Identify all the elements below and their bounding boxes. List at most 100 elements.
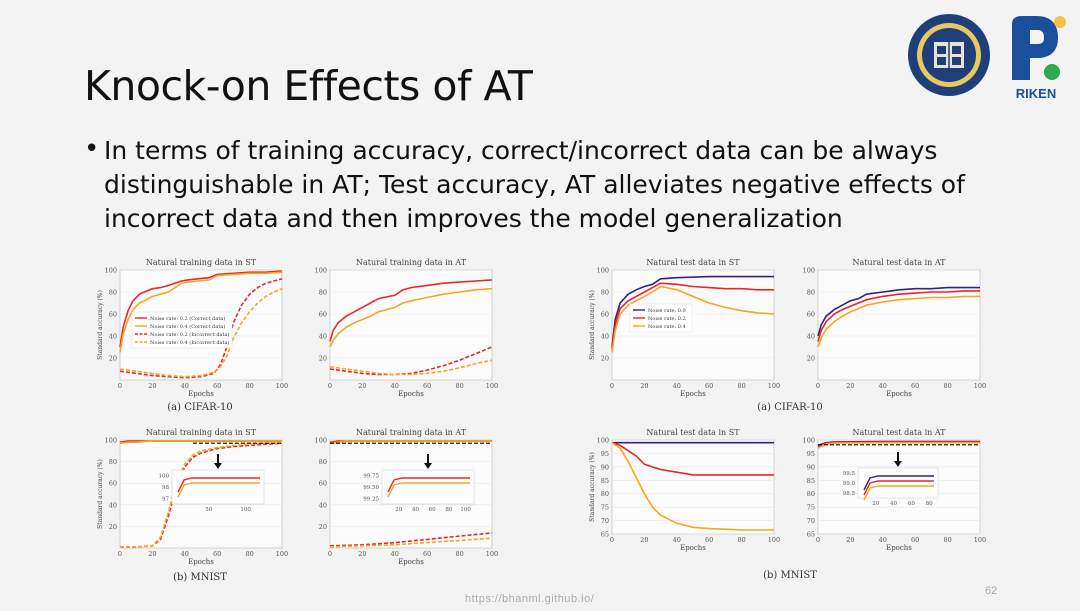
y-tick-label: 40 (109, 333, 117, 341)
chart-title: Natural training data in ST (146, 258, 257, 267)
arrow-head-icon (424, 463, 432, 469)
inset-series-line (177, 482, 260, 498)
inset-x-tick: 20 (872, 501, 879, 507)
y-tick-label: 40 (319, 333, 327, 341)
y-tick-label: 65 (807, 531, 815, 539)
chart-title: Natural training data in AT (356, 428, 467, 437)
inset-series-line (863, 475, 934, 491)
y-tick-label: 20 (319, 523, 327, 531)
series-line (329, 346, 493, 376)
series-line (611, 282, 774, 350)
y-tick-label: 100 (803, 437, 815, 445)
chart-c1: 20 40 60 80 100 0 20 40 60 80 100 Natural training … (97, 258, 288, 398)
bullet-dot-icon: • (84, 134, 100, 164)
inset-series-line (387, 477, 470, 493)
x-tick-label: 0 (610, 536, 614, 544)
series-line (329, 440, 492, 444)
y-tick-label: 40 (319, 501, 327, 509)
series-line (119, 270, 283, 348)
y-tick-label: 60 (109, 311, 117, 319)
x-tick-label: 100 (276, 382, 288, 390)
y-tick-label: 60 (601, 311, 609, 319)
y-tick-label: 95 (807, 450, 815, 458)
x-tick-label: 60 (705, 382, 713, 390)
x-tick-label: 100 (768, 536, 780, 544)
legend: Noise rate: 0.2 (Correct data)Noise rate… (131, 311, 233, 349)
x-tick-label: 40 (181, 550, 189, 558)
y-tick-label: 65 (601, 531, 609, 539)
series-line (611, 441, 774, 476)
chart-title: Natural test data in AT (853, 428, 947, 437)
y-tick-label: 60 (109, 480, 117, 488)
y-tick-label: 100 (105, 437, 117, 445)
series-line (329, 287, 493, 348)
y-tick-label: 100 (315, 267, 327, 275)
inset-x-tick: 20 (395, 507, 402, 513)
x-tick-label: 40 (879, 536, 887, 544)
y-tick-label: 60 (319, 480, 327, 488)
y-tick-label: 100 (315, 437, 327, 445)
series-line (329, 279, 493, 342)
inset-plot: 99.25 99.50 99.75 20 40 60 80 100 (363, 454, 475, 513)
plot-frame (817, 269, 981, 381)
inset-series-line (863, 480, 934, 496)
chart-title: Natural test data in ST (646, 428, 740, 437)
x-tick-label: 80 (737, 536, 745, 544)
series-line (817, 290, 980, 342)
inset-y-tick: 100 (159, 474, 170, 480)
footer-url: https://bhanml.github.io/ (465, 593, 595, 605)
y-tick-label: 100 (597, 267, 609, 275)
x-tick-label: 60 (213, 550, 221, 558)
x-tick-label: 80 (737, 382, 745, 390)
y-tick-label: 70 (807, 517, 815, 525)
chart-c8: 65 70 75 80 85 90 95 100 0 20 40 60 80 100 Natural tes… (803, 428, 987, 552)
x-tick-label: 60 (423, 550, 431, 558)
y-tick-label: 75 (807, 504, 815, 512)
x-tick-label: 40 (181, 382, 189, 390)
series-line (817, 441, 980, 449)
x-tick-label: 100 (768, 382, 780, 390)
x-tick-label: 20 (846, 382, 854, 390)
x-axis-label: Epochs (398, 558, 424, 566)
inset-y-tick: 99.0 (843, 481, 856, 487)
x-axis-label: Epochs (680, 544, 706, 552)
x-axis-label: Epochs (398, 390, 424, 398)
y-tick-label: 20 (109, 355, 117, 363)
x-tick-label: 80 (245, 550, 253, 558)
x-tick-label: 60 (911, 382, 919, 390)
x-tick-label: 40 (673, 536, 681, 544)
series-line (611, 285, 775, 353)
series-line (119, 278, 283, 379)
x-tick-label: 20 (358, 382, 366, 390)
inset-y-tick: 99.50 (363, 485, 379, 491)
chart-c7: 65 70 75 80 85 90 95 100 0 20 40 60 80 100 Natural tes… (589, 428, 780, 552)
x-tick-label: 20 (640, 382, 648, 390)
x-tick-label: 20 (148, 550, 156, 558)
y-tick-label: 80 (807, 289, 815, 297)
y-tick-label: 20 (601, 355, 609, 363)
university-seal-logo (906, 12, 992, 98)
series-line (120, 442, 282, 548)
y-tick-label: 20 (807, 355, 815, 363)
y-tick-label: 40 (109, 501, 117, 509)
x-tick-label: 80 (455, 382, 463, 390)
x-axis-label: Epochs (886, 544, 912, 552)
riken-label: RIKEN (1016, 86, 1056, 101)
series-line (329, 537, 493, 548)
plot-frame (329, 269, 493, 381)
caption-b-left: (b) MNIST (173, 572, 227, 583)
y-tick-label: 95 (601, 450, 609, 458)
plot-frame (611, 439, 775, 535)
legend: Noise rate: 0.0 Noise rate: 0.2 Noise rate… (629, 303, 693, 333)
series-line (119, 271, 283, 353)
y-tick-label: 80 (601, 289, 609, 297)
y-axis-label: Standard accuracy (%) (97, 459, 104, 529)
inset-series-line (177, 477, 260, 493)
inset-series-line (387, 482, 470, 498)
legend-label: Noise rate: 0.2 (Correct data) (150, 315, 225, 322)
y-tick-label: 60 (807, 311, 815, 319)
x-tick-label: 0 (328, 550, 332, 558)
y-tick-label: 90 (601, 463, 609, 471)
y-tick-label: 20 (319, 355, 327, 363)
